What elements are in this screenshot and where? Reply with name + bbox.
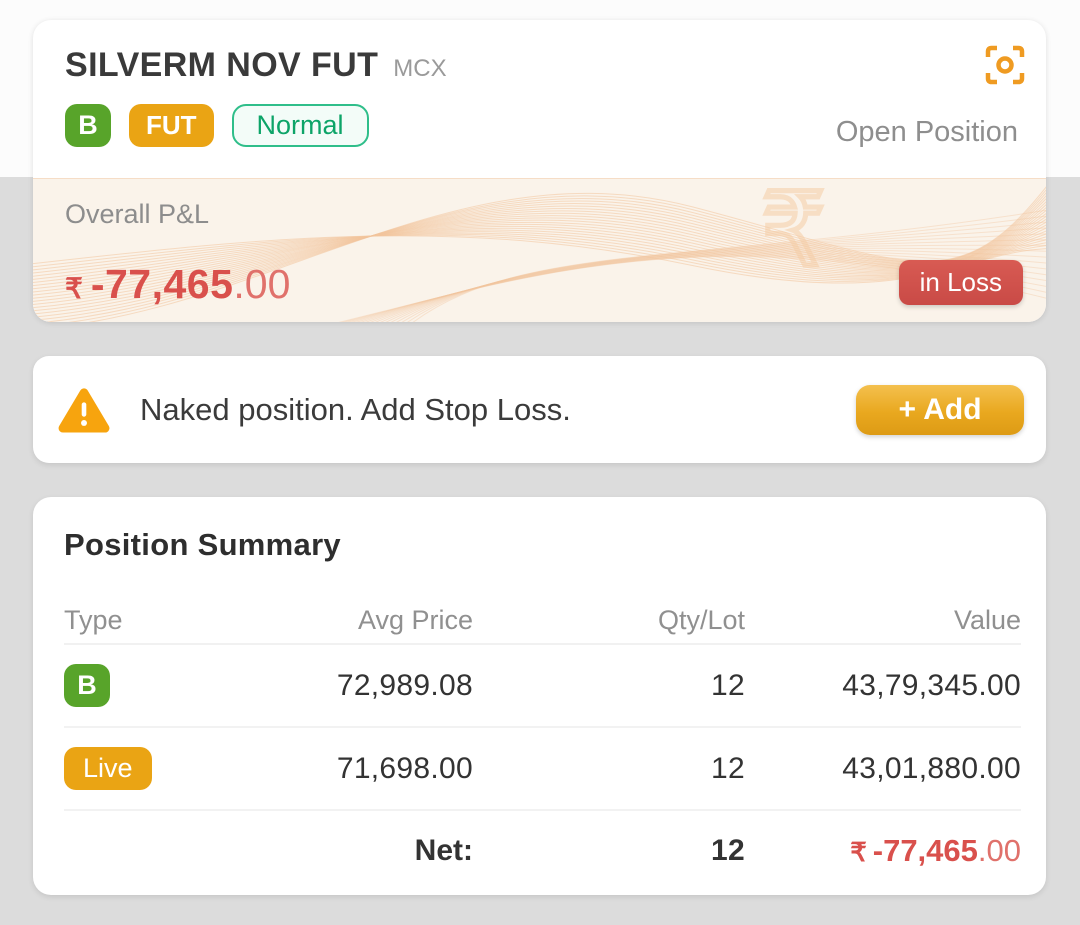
avg-price-cell: 71,698.00 (336, 751, 473, 785)
add-stop-loss-button[interactable]: + Add (856, 384, 1024, 435)
live-row-badge: Live (64, 747, 152, 790)
net-pnl-decimals: .00 (977, 833, 1021, 868)
buy-side-badge: B (65, 104, 111, 147)
qty-cell: 12 (711, 751, 745, 785)
warning-triangle-icon (57, 386, 111, 434)
column-header-value: Value (953, 604, 1021, 635)
rupee-watermark-icon: ₹ (760, 178, 827, 288)
qty-cell: 12 (711, 668, 745, 702)
table-row: B 72,989.08 12 43,79,345.00 (64, 645, 1021, 728)
avg-price-cell: 72,989.08 (336, 668, 473, 702)
column-header-qty-lot: Qty/Lot (657, 604, 745, 635)
title-row: SILVERM NOV FUT MCX (65, 46, 1020, 85)
instrument-type-badge: FUT (129, 104, 214, 147)
rupee-symbol: ₹ (65, 273, 83, 304)
table-header-row: Type Avg Price Qty/Lot Value (64, 597, 1021, 645)
position-summary-title: Position Summary (64, 527, 341, 562)
alert-message: Naked position. Add Stop Loss. (140, 391, 571, 427)
pnl-amount: -77,465 (90, 261, 234, 307)
net-label: Net: (414, 834, 473, 867)
position-status-label: Open Position (835, 116, 1018, 148)
column-header-avg-price: Avg Price (357, 604, 473, 635)
table-row: Live 71,698.00 12 43,01,880.00 (64, 728, 1021, 811)
value-cell: 43,01,880.00 (842, 751, 1021, 785)
pnl-value: ₹ -77,465 .00 (65, 261, 290, 308)
buy-row-badge: B (64, 664, 110, 707)
pnl-label: Overall P&L (65, 199, 210, 229)
position-summary-table: Type Avg Price Qty/Lot Value B 72,989.08… (64, 597, 1021, 891)
stop-loss-alert-card: Naked position. Add Stop Loss. + Add (33, 356, 1046, 463)
rupee-symbol: ₹ (850, 837, 867, 867)
instrument-title: SILVERM NOV FUT (65, 46, 379, 84)
instrument-card: SILVERM NOV FUT MCX B FUT Normal Open Po… (33, 20, 1046, 322)
loss-status-badge: in Loss (898, 260, 1023, 305)
focus-scan-icon (985, 45, 1025, 88)
pnl-decimals: .00 (233, 261, 291, 307)
exchange-label: MCX (393, 55, 447, 82)
instrument-header: SILVERM NOV FUT MCX B FUT Normal Open Po… (33, 20, 1046, 178)
screenshot-focus-button[interactable] (985, 45, 1025, 85)
product-type-badge: Normal (231, 104, 369, 147)
net-pnl-value: ₹ -77,465 .00 (850, 833, 1021, 869)
value-cell: 43,79,345.00 (842, 668, 1021, 702)
overall-pnl-banner: ₹ Overall P&L ₹ -77,465 .00 in Loss (33, 178, 1046, 322)
net-qty-cell: 12 (711, 834, 745, 867)
column-header-type: Type (64, 604, 123, 635)
badge-row: B FUT Normal (65, 104, 1020, 147)
net-pnl-amount: -77,465 (872, 833, 978, 868)
position-summary-card: Position Summary Type Avg Price Qty/Lot … (33, 497, 1046, 895)
net-row: Net: 12 ₹ -77,465 .00 (64, 811, 1021, 891)
